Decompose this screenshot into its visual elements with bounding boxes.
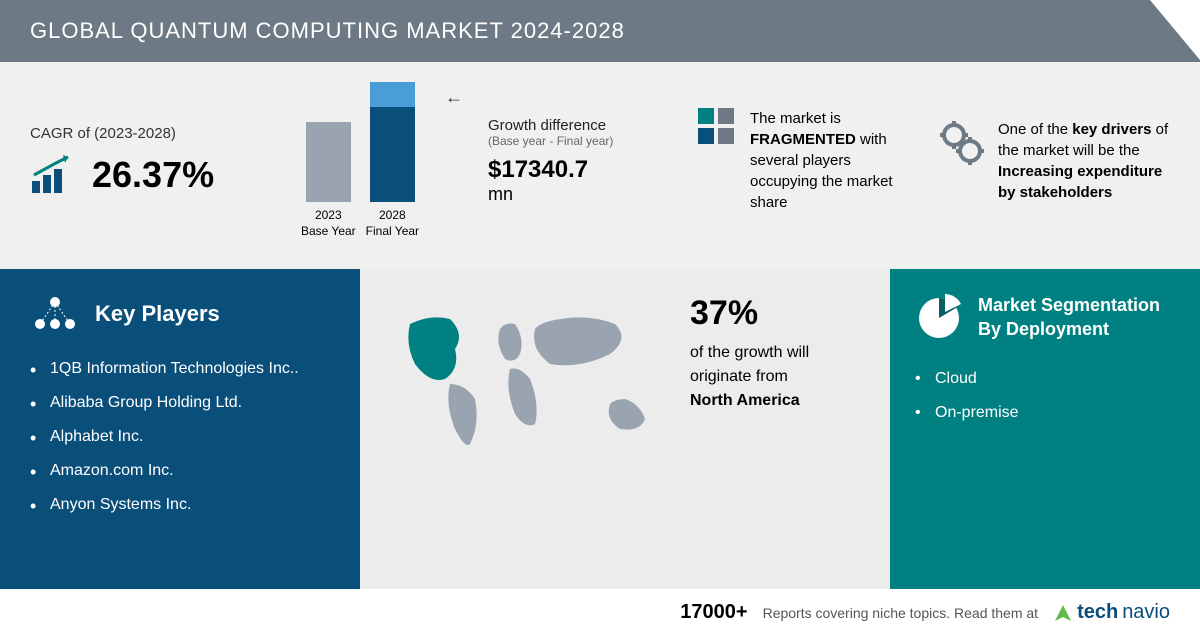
segmentation-panel: Market Segmentation By Deployment Cloud … [890, 269, 1200, 589]
logo-arrow-icon [1053, 603, 1073, 623]
key-players-panel: Key Players 1QB Information Technologies… [0, 269, 360, 589]
growth-title: Growth difference [488, 117, 678, 134]
footer: 17000+ Reports covering niche topics. Re… [0, 589, 1200, 636]
list-item: Cloud [915, 362, 1175, 396]
bar-final-year: 2028Final Year [366, 82, 419, 239]
driver-block: One of the key drivers of the market wil… [938, 119, 1170, 203]
fragmented-text: The market is FRAGMENTED with several pl… [750, 108, 918, 213]
header-title: GLOBAL QUANTUM COMPUTING MARKET 2024-202… [30, 18, 625, 43]
list-item: 1QB Information Technologies Inc.. [30, 352, 330, 386]
list-item: Alphabet Inc. [30, 420, 330, 454]
geography-panel: 37% of the growth will originate from No… [360, 269, 890, 589]
growth-value: $17340.7 [488, 156, 678, 184]
geography-percent: 37% [690, 294, 860, 333]
list-item: On-premise [915, 396, 1175, 430]
growth-unit: mn [488, 184, 678, 205]
list-item: Amazon.com Inc. [30, 454, 330, 488]
bar-base-year: 2023Base Year [301, 122, 356, 239]
network-icon [30, 294, 80, 334]
page-header: GLOBAL QUANTUM COMPUTING MARKET 2024-202… [0, 0, 1200, 62]
list-item: Alibaba Group Holding Ltd. [30, 386, 330, 420]
cagr-value: 26.37% [92, 154, 214, 196]
fragment-icon [698, 108, 738, 148]
list-item: Anyon Systems Inc. [30, 488, 330, 522]
gear-icon [938, 119, 986, 167]
cagr-block: CAGR of (2023-2028) 26.37% [30, 125, 260, 196]
mid-row: Key Players 1QB Information Technologies… [0, 269, 1200, 589]
geography-desc: of the growth will originate from North … [690, 341, 860, 413]
stats-row: CAGR of (2023-2028) 26.37% 2023Base Year… [0, 62, 1200, 269]
world-map-icon [390, 294, 670, 474]
growth-chart-icon [30, 155, 80, 195]
fragmented-block: The market is FRAGMENTED with several pl… [698, 108, 918, 213]
growth-subtitle: (Base year - Final year) [488, 134, 678, 148]
footer-count: 17000+ [680, 601, 747, 624]
technavio-logo: technavio [1053, 601, 1170, 624]
segmentation-list: Cloud On-premise [915, 362, 1175, 430]
arrow-icon: ← [445, 82, 463, 108]
driver-text: One of the key drivers of the market wil… [998, 119, 1170, 203]
bar-chart: 2023Base Year 2028Final Year [280, 82, 440, 239]
cagr-label: CAGR of (2023-2028) [30, 125, 260, 142]
key-players-list: 1QB Information Technologies Inc.. Aliba… [30, 352, 330, 522]
growth-block: Growth difference (Base year - Final yea… [488, 117, 678, 205]
pie-chart-icon [915, 294, 963, 342]
segmentation-title: Market Segmentation By Deployment [978, 294, 1175, 341]
footer-text: Reports covering niche topics. Read them… [763, 605, 1038, 621]
key-players-title: Key Players [95, 301, 220, 327]
